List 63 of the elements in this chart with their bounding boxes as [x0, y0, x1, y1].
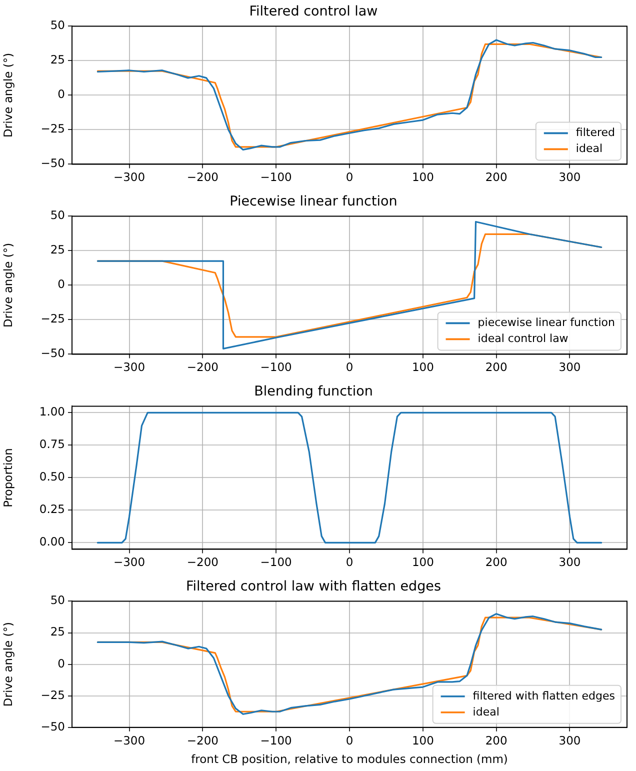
x-tick-label: 0: [346, 360, 354, 374]
x-tick-label: −200: [186, 555, 218, 570]
x-tick-label: −300: [113, 360, 146, 374]
x-tick-label: 300: [558, 555, 581, 570]
y-tick-label: 50: [50, 593, 65, 608]
y-tick-label: 0.25: [39, 502, 65, 516]
x-tick-label: −100: [260, 360, 292, 374]
x-axis-title: front CB position, relative to modules connection (mm): [191, 752, 508, 766]
x-tick-label: −300: [113, 555, 146, 570]
legend-label: filtered with flatten edges: [472, 689, 616, 702]
y-axis-title: Drive angle (°): [0, 242, 15, 328]
x-tick-label: 0: [346, 733, 354, 748]
legend-label: ideal: [472, 705, 500, 718]
x-tick-label: −100: [260, 555, 292, 570]
x-tick-label: 300: [558, 733, 581, 748]
y-tick-label: 25: [50, 242, 65, 257]
y-tick-label: 1.00: [39, 404, 65, 419]
chart-title: Blending function: [254, 384, 373, 400]
y-tick-label: −50: [40, 346, 65, 360]
y-tick-label: −25: [40, 312, 65, 326]
y-tick-label: 0.50: [39, 470, 65, 484]
x-tick-label: 0: [346, 170, 354, 184]
legend-label: ideal: [576, 142, 603, 156]
x-tick-label: 200: [485, 555, 508, 570]
y-axis-title: Proportion: [0, 448, 15, 508]
y-tick-label: 0.75: [39, 437, 65, 452]
x-tick-label: 100: [412, 555, 434, 570]
x-tick-label: 200: [485, 360, 508, 374]
x-tick-label: 100: [412, 170, 434, 184]
x-tick-label: 0: [346, 555, 354, 570]
y-tick-label: −25: [40, 688, 65, 702]
x-tick-label: 100: [412, 360, 434, 374]
legend-label: piecewise linear function: [478, 316, 616, 330]
x-tick-label: −100: [260, 733, 292, 748]
x-tick-label: −200: [186, 360, 218, 374]
y-tick-label: 50: [50, 18, 65, 32]
y-axis-title: Drive angle (°): [0, 52, 15, 138]
y-tick-label: 25: [50, 624, 65, 639]
x-tick-label: −300: [113, 733, 146, 748]
x-tick-label: 300: [558, 170, 581, 184]
x-tick-label: −200: [186, 733, 218, 748]
y-tick-label: 50: [50, 208, 65, 222]
legend-label: filtered: [576, 126, 616, 140]
x-tick-label: −100: [260, 170, 292, 184]
y-tick-label: −25: [40, 122, 65, 136]
x-tick-label: −200: [186, 170, 218, 184]
y-tick-label: 25: [50, 52, 65, 67]
x-tick-label: 200: [485, 170, 508, 184]
chart-title: Filtered control law: [249, 4, 378, 20]
y-tick-label: 0.00: [39, 534, 65, 549]
x-tick-label: 200: [485, 733, 508, 748]
x-tick-label: 100: [412, 733, 434, 748]
x-tick-label: 300: [558, 360, 581, 374]
y-tick-label: −50: [40, 719, 65, 734]
y-tick-label: 0: [58, 277, 65, 292]
y-tick-label: 0: [58, 656, 65, 670]
legend-label: ideal control law: [478, 332, 568, 346]
y-axis-title: Drive angle (°): [0, 622, 15, 707]
chart-title: Piecewise linear function: [230, 194, 398, 210]
y-tick-label: −50: [40, 156, 65, 170]
chart-title: Filtered control law with flatten edges: [186, 578, 441, 595]
x-tick-label: −300: [113, 170, 146, 184]
y-tick-label: 0: [58, 87, 65, 102]
